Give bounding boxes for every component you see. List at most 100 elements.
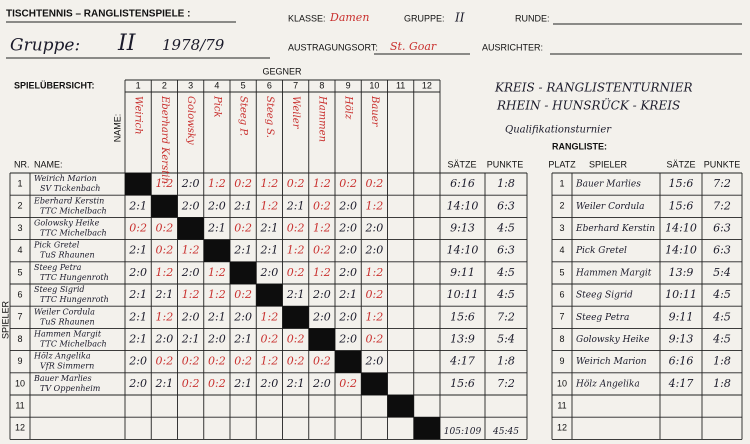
diagonal-block: [177, 217, 204, 240]
platz: 12: [557, 423, 567, 433]
result: 0:2: [287, 222, 305, 235]
column-number: 8: [319, 80, 324, 90]
result: 1:2: [261, 199, 279, 212]
saetze: 14:10: [447, 199, 479, 212]
punkte: 6:3: [497, 244, 515, 257]
result: 1:2: [261, 355, 279, 368]
result: 2:0: [181, 177, 200, 190]
platz: 5: [559, 267, 564, 277]
row-number: 10: [15, 378, 25, 388]
ranking-punkte: 7:2: [713, 199, 731, 212]
result: 2:1: [155, 288, 174, 301]
player-name: Eberhard Kerstin: [33, 196, 104, 205]
result: 1:2: [366, 310, 384, 323]
result: 0:2: [339, 177, 357, 190]
platz: 11: [557, 400, 566, 410]
total-punkte: 45:45: [492, 427, 519, 437]
diagonal-block: [256, 284, 283, 307]
result: 0:2: [234, 355, 252, 368]
result: 2:1: [207, 310, 226, 323]
gruppe-hand-value: II: [117, 31, 137, 56]
ranking-punkte: 5:4: [713, 266, 731, 279]
punkte: 4:5: [496, 222, 515, 235]
diagonal-block: [125, 173, 152, 196]
result: 1:2: [313, 222, 331, 235]
sheet-title: TISCHTENNIS – RANGLISTENSPIELE :: [6, 9, 190, 20]
saetze: 6:16: [450, 177, 475, 190]
row-number: 12: [15, 423, 25, 433]
opponent-name: Eberhard Kerstin: [159, 95, 170, 184]
result: 2:0: [181, 266, 200, 279]
row-number: 8: [17, 334, 22, 344]
result: 2:1: [128, 199, 147, 212]
column-number: 11: [396, 80, 405, 90]
ranking-punkte: 6:3: [713, 244, 731, 257]
row-number: 9: [17, 356, 22, 366]
result: 2:0: [207, 199, 226, 212]
result: 0:2: [313, 199, 331, 212]
ranking-saetze: 6:16: [669, 355, 694, 368]
player-name: Golowsky Heike: [34, 219, 100, 228]
ranking-punkte: 6:3: [713, 222, 731, 235]
ranking-player: Hölz Angelika: [575, 379, 640, 389]
result: 1:2: [156, 310, 174, 323]
result: 0:2: [366, 333, 384, 346]
result: 1:2: [313, 266, 331, 279]
player-club: TuS Rhaunen: [40, 317, 95, 326]
ranking-player: Bauer Marlies: [575, 180, 641, 190]
column-number: 7: [293, 80, 298, 90]
result: 2:0: [365, 244, 384, 257]
punkte: 4:5: [496, 266, 515, 279]
runde-label: RUNDE:: [515, 13, 550, 23]
column-number: 2: [162, 80, 167, 90]
column-number: 1: [136, 80, 141, 90]
column-number: 10: [369, 80, 379, 90]
result: 0:2: [339, 377, 357, 390]
result: 1:2: [366, 199, 384, 212]
result: 1:2: [366, 266, 384, 279]
klasse-value: Damen: [329, 11, 369, 24]
result: 1:2: [261, 177, 279, 190]
player-name: Steeg Petra: [34, 263, 82, 272]
result: 2:1: [128, 244, 147, 257]
result: 1:2: [182, 244, 200, 257]
punkte: 1:8: [497, 355, 515, 368]
row-number: 7: [17, 312, 22, 322]
ranking-punkte: 4:5: [712, 288, 731, 301]
result: 2:0: [260, 266, 279, 279]
ranking-saetze: 4:17: [668, 377, 694, 390]
platz: 2: [559, 201, 564, 211]
result: 2:0: [181, 310, 200, 323]
row-number: 1: [17, 178, 22, 188]
result: 2:1: [233, 199, 252, 212]
gruppe-value: II: [454, 11, 465, 25]
ranking-saetze: 13:9: [669, 266, 694, 279]
opponent-name: Pick: [211, 95, 222, 118]
result: 2:1: [181, 333, 200, 346]
platz: 8: [559, 334, 564, 344]
result: 2:0: [181, 199, 200, 212]
result: 1:2: [156, 177, 174, 190]
saetze: 15:6: [450, 310, 475, 323]
saetze: 14:10: [447, 244, 479, 257]
player-name: Hölz Angelika: [33, 352, 91, 361]
ranking-punkte: 1:8: [713, 377, 731, 390]
result: 0:2: [208, 377, 226, 390]
ranking-player: Weirich Marion: [576, 357, 647, 367]
result: 0:2: [234, 177, 252, 190]
player-club: VfR Simmern: [40, 362, 94, 371]
punkte: 1:8: [497, 177, 515, 190]
name-label: NAME:: [112, 114, 122, 143]
tournament-line3: Qualifikationsturnier: [505, 125, 612, 136]
result: 2:1: [338, 288, 357, 301]
ranking-player: Hammen Margit: [575, 268, 652, 278]
result: 2:0: [338, 222, 357, 235]
result: 2:0: [338, 310, 357, 323]
player-club: TTC Michelbach: [40, 340, 107, 349]
opponent-name: Hammen: [316, 95, 327, 142]
saetze: 9:11: [450, 266, 475, 279]
diagonal-block: [151, 195, 178, 218]
diagonal-block: [387, 395, 414, 418]
result: 1:2: [313, 177, 331, 190]
ranking-saetze: 15:6: [669, 177, 694, 190]
